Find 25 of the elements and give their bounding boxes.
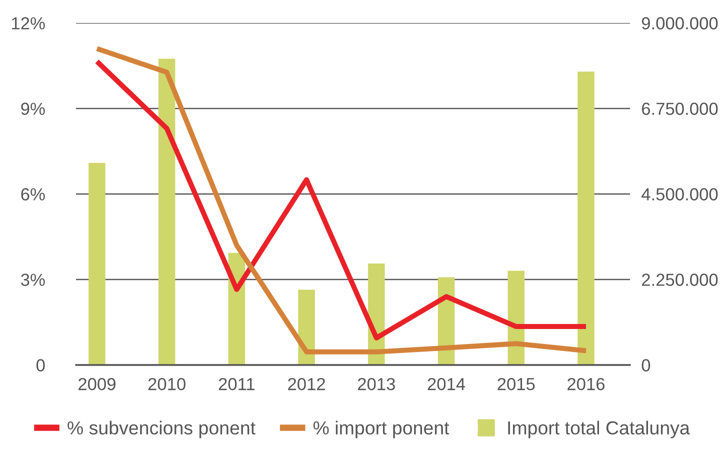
- legend-label: Import total Catalunya: [508, 420, 690, 438]
- x-tick-label: 2015: [498, 378, 535, 390]
- y-tick-label: 12%: [12, 17, 45, 30]
- x-tick-label: 2012: [288, 378, 325, 390]
- y2-tick-label: 2.250.000: [642, 274, 718, 286]
- y2-tick-label: 4.500.000: [642, 188, 718, 200]
- bar: [578, 72, 594, 365]
- x-tick-label: 2010: [148, 378, 186, 390]
- x-tick-label: 2013: [358, 378, 395, 390]
- x-tick-label: 2009: [78, 378, 116, 390]
- y-tick-label: 9%: [21, 102, 45, 115]
- y-tick-label: 0: [36, 359, 45, 372]
- legend-label: % subvencions ponent: [68, 420, 256, 438]
- x-tick-label: 2014: [428, 378, 466, 390]
- y2-tick-label: 0: [642, 359, 650, 372]
- bar: [158, 58, 176, 365]
- y-tick-label: 3%: [21, 274, 45, 286]
- x-tick-label: 2011: [218, 378, 255, 390]
- bar: [88, 162, 106, 365]
- y-tick-label: 6%: [21, 188, 45, 200]
- y2-tick-label: 9.000.000: [642, 17, 718, 30]
- legend-label: % import ponent: [313, 420, 450, 438]
- x-tick-label: 2016: [568, 378, 605, 390]
- y2-tick-label: 6.750.000: [642, 102, 718, 115]
- bar: [298, 290, 315, 365]
